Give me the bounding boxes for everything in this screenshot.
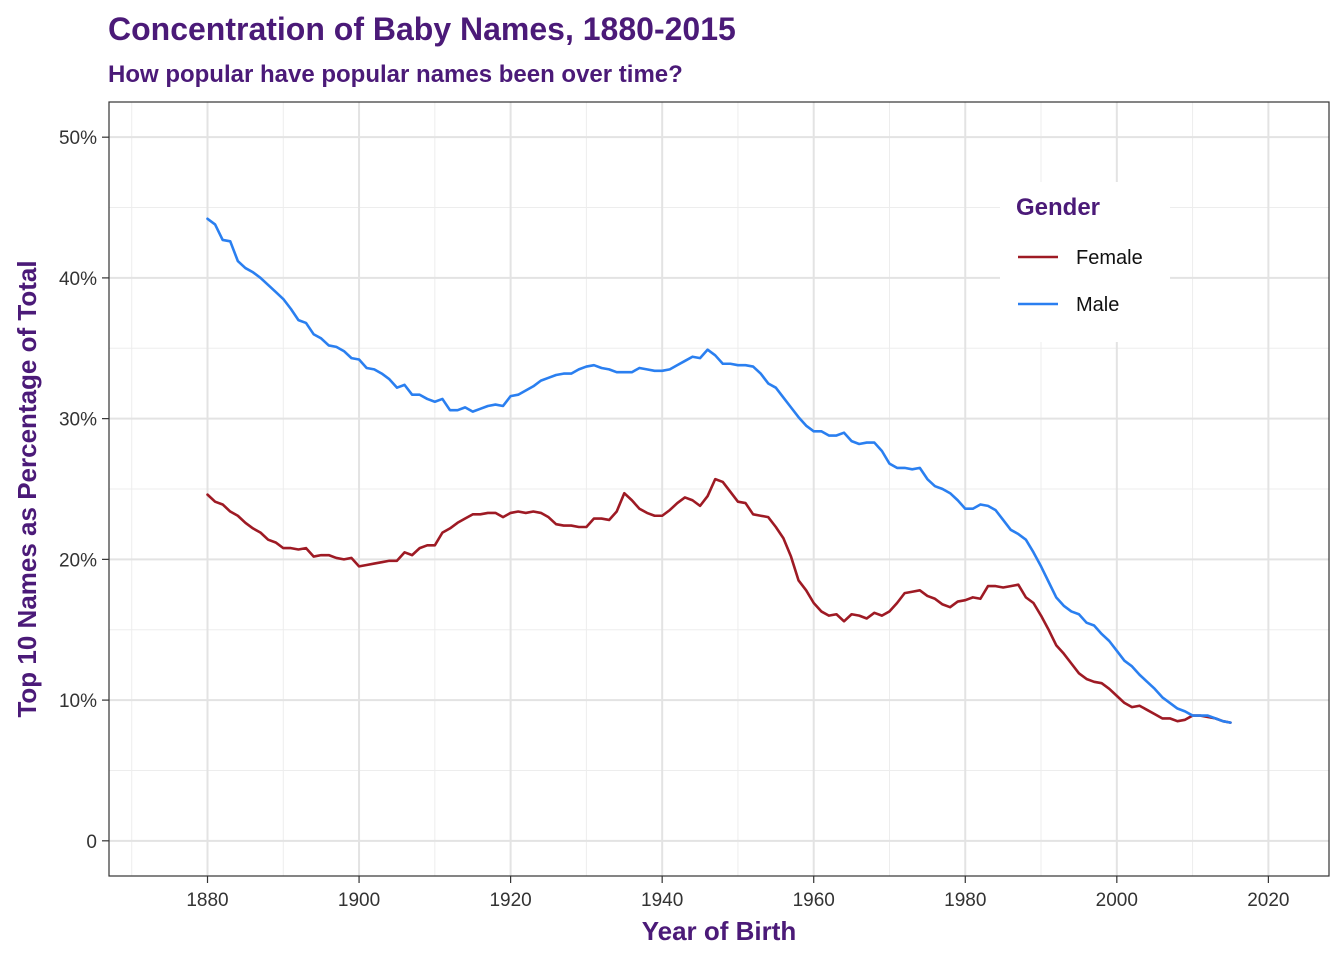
series-lines [206, 217, 1232, 724]
y-tick-label: 0 [86, 832, 97, 853]
y-tick-label: 10% [59, 691, 97, 712]
x-tick-label: 1920 [489, 890, 531, 911]
plot-panel-border [108, 101, 1330, 877]
chart-subtitle: How popular have popular names been over… [108, 61, 683, 88]
legend: Gender Female Male [1000, 182, 1170, 342]
x-tick-label: 2020 [1247, 890, 1289, 911]
grid [109, 102, 1329, 876]
series-line-female [206, 477, 1232, 724]
y-tick-label: 30% [59, 410, 97, 431]
x-tick-label: 1900 [338, 890, 380, 911]
legend-items: Female Male [1018, 247, 1143, 316]
legend-label-male: Male [1076, 294, 1119, 316]
y-tick-label: 40% [59, 269, 97, 290]
y-axis-title: Top 10 Names as Percentage of Total [12, 260, 42, 717]
legend-title: Gender [1016, 194, 1100, 221]
axes: 1880 1900 1920 1940 1960 1980 2000 2020 0 10% 20% 3… [59, 128, 1290, 911]
x-tick-label: 1980 [944, 890, 986, 911]
x-tick-label: 1940 [641, 890, 683, 911]
legend-background [1000, 182, 1170, 342]
y-tick-label: 50% [59, 128, 97, 149]
x-tick-label: 2000 [1096, 890, 1138, 911]
y-tick-label: 20% [59, 550, 97, 571]
x-axis-title: Year of Birth [642, 916, 797, 946]
legend-label-female: Female [1076, 247, 1143, 269]
chart-title: Concentration of Baby Names, 1880-2015 [108, 11, 736, 47]
series-line-male [206, 217, 1232, 724]
x-tick-label: 1960 [793, 890, 835, 911]
x-tick-label: 1880 [186, 890, 228, 911]
